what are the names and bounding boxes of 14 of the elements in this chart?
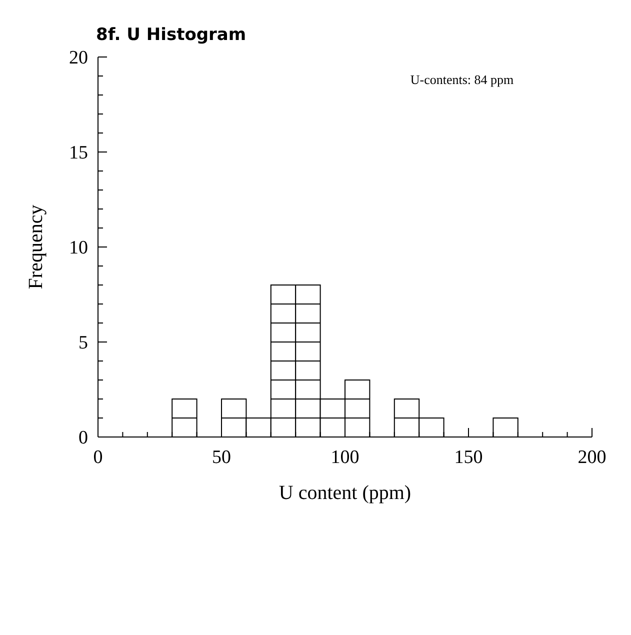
x-tick-label: 50: [212, 447, 231, 468]
y-tick-label: 0: [78, 428, 88, 449]
x-axis-title: U content (ppm): [278, 482, 412, 504]
y-tick-label: 20: [69, 48, 88, 69]
chart-title: 8f. U Histogram: [96, 25, 246, 45]
annotation: U-contents: 84 ppm: [410, 72, 514, 87]
y-axis-title: Frequency: [25, 204, 47, 290]
y-tick-label: 10: [69, 238, 88, 259]
x-tick-label: 200: [578, 447, 606, 468]
y-tick-label: 5: [78, 332, 88, 354]
x-tick-label: 0: [93, 447, 103, 468]
y-tick-label: 15: [69, 142, 88, 164]
x-tick-label: 150: [454, 447, 483, 468]
x-tick-label: 100: [330, 447, 360, 468]
